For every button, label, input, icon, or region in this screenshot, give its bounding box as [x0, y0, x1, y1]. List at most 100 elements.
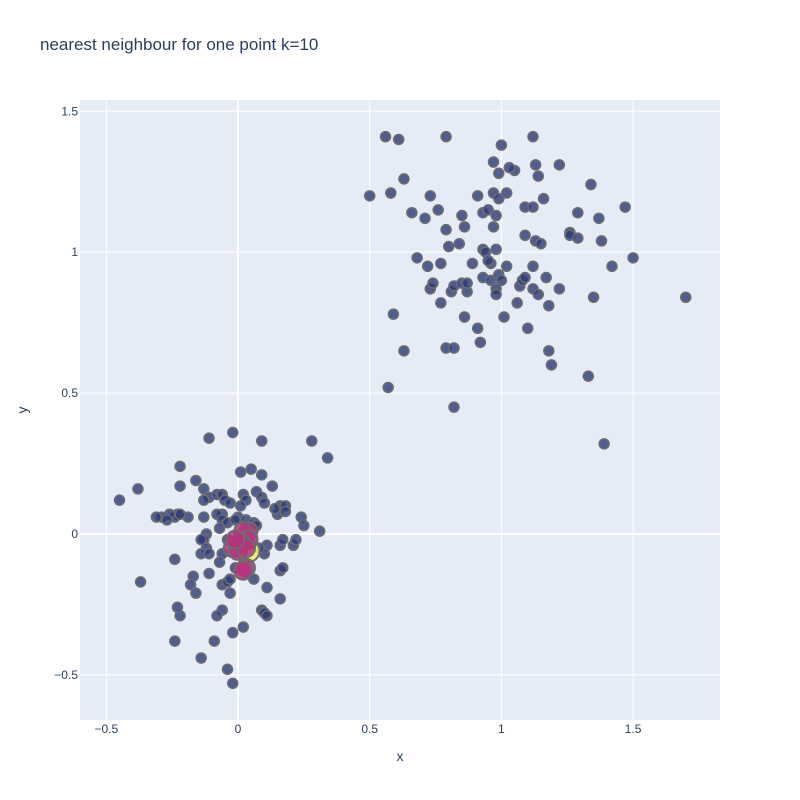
- data-point[interactable]: [519, 229, 531, 242]
- data-point[interactable]: [224, 587, 236, 599]
- data-point[interactable]: [535, 237, 547, 250]
- data-point[interactable]: [321, 452, 334, 464]
- data-point[interactable]: [213, 522, 226, 535]
- data-point[interactable]: [495, 274, 508, 287]
- data-point[interactable]: [440, 223, 452, 236]
- data-point[interactable]: [435, 257, 447, 270]
- data-point[interactable]: [458, 221, 471, 233]
- data-point[interactable]: [237, 621, 250, 633]
- data-point[interactable]: [532, 288, 545, 301]
- data-point[interactable]: [453, 237, 466, 250]
- data-point[interactable]: [198, 483, 210, 495]
- data-point[interactable]: [521, 322, 534, 335]
- data-point[interactable]: [543, 299, 555, 312]
- data-point[interactable]: [471, 190, 484, 202]
- data-point[interactable]: [498, 311, 510, 323]
- neighbour-point[interactable]: [233, 560, 254, 581]
- data-point[interactable]: [169, 635, 181, 647]
- data-point[interactable]: [385, 187, 397, 199]
- data-point[interactable]: [598, 438, 610, 450]
- data-point[interactable]: [269, 502, 281, 515]
- data-point[interactable]: [511, 297, 523, 309]
- data-point[interactable]: [379, 130, 392, 143]
- data-point[interactable]: [306, 435, 318, 447]
- neighbour-point[interactable]: [225, 529, 246, 550]
- data-point[interactable]: [474, 336, 487, 349]
- data-point[interactable]: [208, 635, 221, 647]
- data-point[interactable]: [606, 260, 618, 273]
- data-point[interactable]: [184, 578, 197, 591]
- data-point[interactable]: [495, 139, 508, 151]
- data-point[interactable]: [234, 466, 247, 478]
- data-point[interactable]: [203, 547, 215, 560]
- data-point[interactable]: [487, 156, 500, 168]
- data-point[interactable]: [432, 204, 444, 216]
- data-point[interactable]: [234, 500, 247, 512]
- data-point[interactable]: [421, 260, 434, 273]
- data-point[interactable]: [203, 567, 215, 580]
- data-point[interactable]: [680, 291, 692, 304]
- data-point[interactable]: [572, 232, 584, 244]
- data-point[interactable]: [266, 480, 279, 492]
- data-point[interactable]: [195, 652, 207, 664]
- data-point[interactable]: [545, 359, 558, 371]
- data-point[interactable]: [398, 173, 410, 185]
- data-point[interactable]: [619, 201, 631, 213]
- data-point[interactable]: [261, 581, 273, 594]
- data-point[interactable]: [169, 553, 181, 566]
- data-point[interactable]: [174, 480, 186, 492]
- data-point[interactable]: [274, 593, 286, 605]
- data-point[interactable]: [261, 609, 273, 622]
- data-point[interactable]: [482, 254, 494, 267]
- data-point[interactable]: [227, 426, 239, 439]
- data-point[interactable]: [493, 192, 505, 205]
- data-point[interactable]: [174, 460, 186, 473]
- data-point[interactable]: [258, 497, 271, 509]
- data-point[interactable]: [553, 283, 566, 295]
- data-point[interactable]: [456, 209, 468, 222]
- data-point[interactable]: [587, 291, 600, 304]
- data-point[interactable]: [255, 435, 268, 447]
- data-point[interactable]: [134, 576, 147, 588]
- data-point[interactable]: [198, 494, 210, 506]
- data-point[interactable]: [427, 277, 439, 289]
- data-point[interactable]: [532, 170, 545, 182]
- data-point[interactable]: [290, 533, 302, 546]
- data-point[interactable]: [419, 212, 431, 225]
- data-point[interactable]: [572, 206, 584, 219]
- data-point[interactable]: [487, 221, 500, 233]
- data-point[interactable]: [471, 322, 484, 335]
- data-point[interactable]: [500, 187, 513, 199]
- data-point[interactable]: [277, 562, 289, 574]
- data-point[interactable]: [442, 240, 455, 253]
- data-point[interactable]: [500, 260, 513, 273]
- data-point[interactable]: [448, 401, 460, 413]
- data-point[interactable]: [313, 525, 326, 537]
- data-point[interactable]: [171, 601, 184, 614]
- data-point[interactable]: [174, 508, 186, 521]
- data-point[interactable]: [448, 342, 460, 354]
- data-point[interactable]: [540, 271, 552, 284]
- data-point[interactable]: [113, 494, 126, 506]
- data-point[interactable]: [150, 511, 163, 523]
- data-point[interactable]: [461, 277, 473, 289]
- data-point[interactable]: [211, 609, 223, 622]
- data-point[interactable]: [458, 311, 471, 323]
- data-point[interactable]: [490, 288, 502, 301]
- data-point[interactable]: [227, 677, 239, 690]
- data-point[interactable]: [582, 370, 595, 382]
- data-point[interactable]: [132, 483, 144, 495]
- data-point[interactable]: [224, 573, 236, 585]
- data-point[interactable]: [435, 297, 447, 309]
- data-point[interactable]: [490, 243, 502, 256]
- data-point[interactable]: [398, 345, 410, 357]
- data-point[interactable]: [553, 159, 566, 171]
- data-point[interactable]: [595, 235, 608, 247]
- data-point[interactable]: [224, 497, 236, 509]
- data-point[interactable]: [527, 130, 539, 143]
- data-point[interactable]: [382, 381, 394, 394]
- data-point[interactable]: [440, 130, 452, 143]
- data-point[interactable]: [529, 159, 542, 171]
- data-point[interactable]: [519, 271, 531, 284]
- data-point[interactable]: [585, 178, 597, 191]
